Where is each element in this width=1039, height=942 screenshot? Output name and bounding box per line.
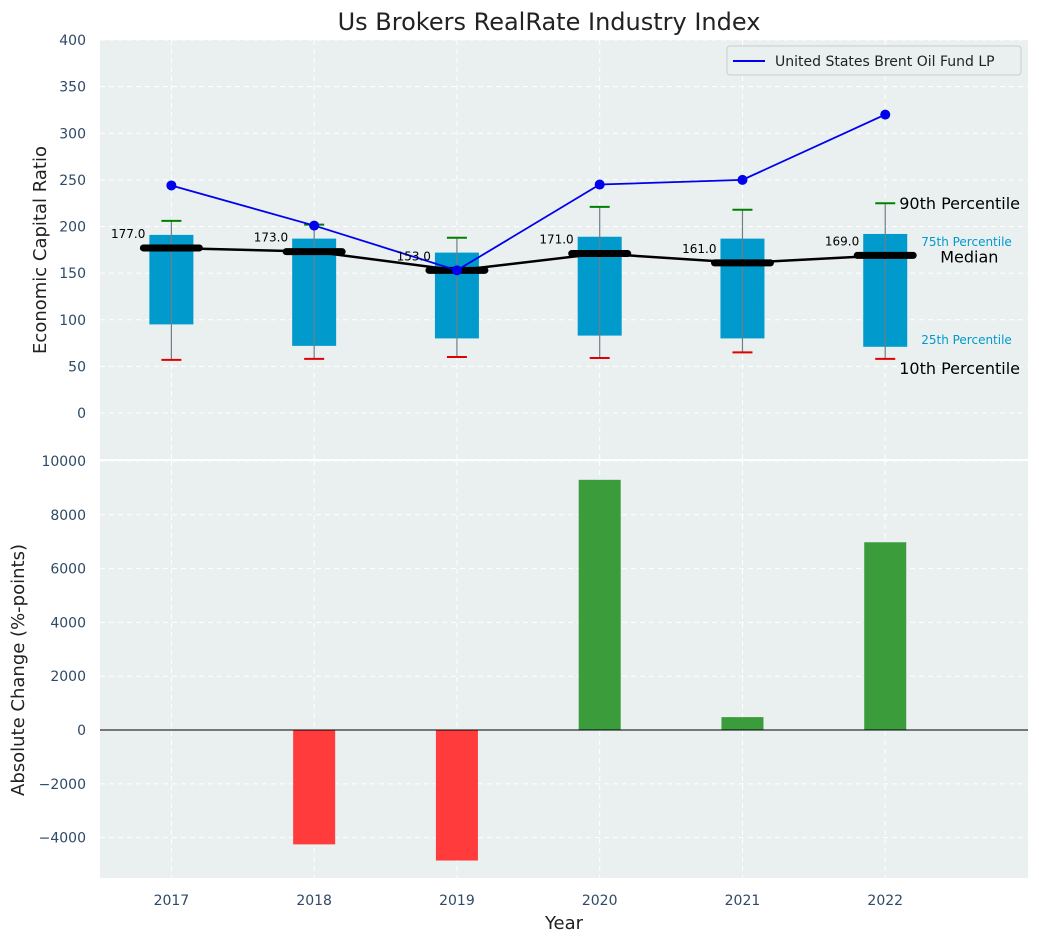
series-line bbox=[166, 109, 891, 276]
series-point bbox=[451, 265, 462, 276]
top-y-tick-label: 150 bbox=[59, 266, 86, 282]
legend-label: United States Brent Oil Fund LP bbox=[775, 54, 995, 70]
x-tick-label: 2019 bbox=[439, 893, 475, 909]
legend: United States Brent Oil Fund LP bbox=[726, 45, 1022, 76]
change-bar bbox=[721, 717, 764, 731]
change-bar bbox=[435, 730, 478, 861]
change-bar bbox=[578, 479, 621, 731]
series-point bbox=[880, 109, 891, 120]
median-value-label: 169.0 bbox=[825, 234, 859, 248]
top-y-tick-label: 250 bbox=[59, 173, 86, 189]
annotation-median: Median bbox=[940, 247, 998, 266]
series-point bbox=[737, 174, 748, 185]
median-trend-line bbox=[171, 246, 886, 272]
bottom-y-tick-label: −4000 bbox=[39, 831, 86, 847]
series-polyline bbox=[171, 113, 886, 272]
bottom-y-tick-label: 8000 bbox=[50, 508, 86, 524]
change-bars bbox=[100, 479, 1028, 861]
x-tick-label: 2021 bbox=[725, 893, 761, 909]
bottom-y-tick-labels: −4000 −2000 0 2000 4000 6000 8000 10000 bbox=[39, 454, 86, 847]
top-y-tick-label: 400 bbox=[59, 33, 86, 49]
change-bar bbox=[293, 730, 336, 845]
box-plots bbox=[139, 202, 917, 361]
chart-title: Us Brokers RealRate Industry Index bbox=[338, 8, 761, 36]
annotation-75th: 75th Percentile bbox=[921, 235, 1012, 249]
bottom-y-tick-label: −2000 bbox=[39, 777, 86, 793]
annotation-10th: 10th Percentile bbox=[899, 359, 1020, 378]
bottom-y-tick-label: 0 bbox=[77, 723, 86, 739]
top-y-tick-label: 50 bbox=[68, 359, 86, 375]
bottom-y-tick-label: 4000 bbox=[50, 615, 86, 631]
median-value-label: 173.0 bbox=[254, 231, 288, 245]
top-y-tick-label: 0 bbox=[77, 406, 86, 422]
median-value-label: 153.0 bbox=[397, 249, 431, 263]
x-tick-label: 2017 bbox=[154, 893, 190, 909]
top-y-tick-label: 200 bbox=[59, 220, 86, 236]
series-point bbox=[166, 180, 177, 191]
median-value-labels: 177.0 173.0 153.0 171.0 161.0 169.0 bbox=[111, 227, 859, 263]
x-axis-label: Year bbox=[544, 913, 584, 934]
x-tick-label: 2022 bbox=[867, 893, 903, 909]
series-point bbox=[594, 179, 605, 190]
change-bar bbox=[864, 542, 907, 731]
annotation-25th: 25th Percentile bbox=[921, 333, 1012, 347]
bottom-y-tick-label: 10000 bbox=[41, 454, 86, 470]
top-y-tick-label: 300 bbox=[59, 126, 86, 142]
x-tick-label: 2018 bbox=[296, 893, 332, 909]
top-y-tick-label: 100 bbox=[59, 313, 86, 329]
bottom-y-tick-label: 6000 bbox=[50, 562, 86, 578]
median-value-label: 171.0 bbox=[539, 233, 573, 247]
top-y-axis-label: Economic Capital Ratio bbox=[30, 146, 51, 354]
top-y-tick-label: 350 bbox=[59, 80, 86, 96]
bottom-y-tick-label: 2000 bbox=[50, 669, 86, 685]
x-tick-labels: 2017 2018 2019 2020 2021 2022 bbox=[154, 893, 903, 909]
bottom-y-axis-label: Absolute Change (%-points) bbox=[8, 544, 29, 796]
median-value-label: 177.0 bbox=[111, 227, 145, 241]
annotation-90th: 90th Percentile bbox=[899, 194, 1020, 213]
series-point bbox=[309, 220, 320, 231]
top-y-tick-labels: 0 50 100 150 200 250 300 350 400 bbox=[59, 33, 86, 422]
median-value-label: 161.0 bbox=[682, 242, 716, 256]
x-tick-label: 2020 bbox=[582, 893, 618, 909]
